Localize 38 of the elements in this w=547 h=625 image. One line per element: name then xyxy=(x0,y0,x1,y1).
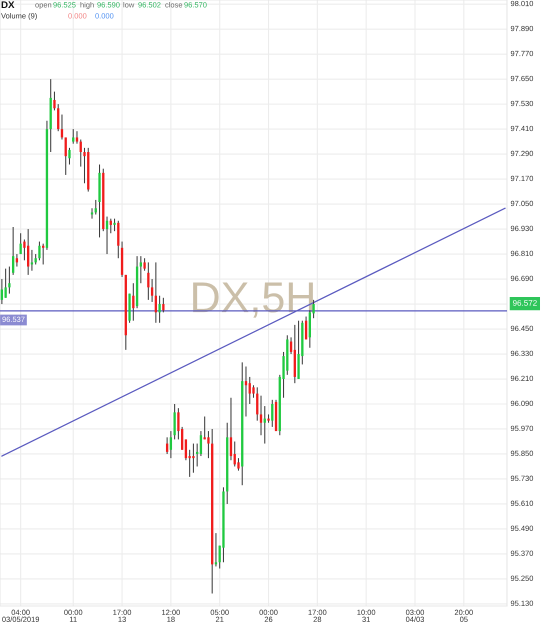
candlestick xyxy=(132,282,134,322)
candlestick xyxy=(248,376,251,405)
candlestick xyxy=(204,416,206,440)
chart-title: DX xyxy=(2,1,14,8)
candlestick xyxy=(154,262,158,324)
candlestick xyxy=(110,218,112,234)
candlestick xyxy=(256,386,258,422)
candlestick xyxy=(57,104,60,132)
candlestick xyxy=(80,139,82,168)
candlestick xyxy=(94,199,97,216)
candlestick xyxy=(158,295,161,324)
candlestick xyxy=(19,232,22,255)
candlestick xyxy=(34,254,37,265)
candlestick xyxy=(271,399,274,428)
annotation: 96.572 xyxy=(512,300,537,306)
candlestick xyxy=(0,278,4,305)
candlestick xyxy=(264,406,266,444)
candlestick xyxy=(166,436,168,454)
candlestick xyxy=(140,256,142,284)
candlestick xyxy=(27,228,30,276)
candlestick xyxy=(8,266,11,294)
candlestick xyxy=(147,262,150,300)
candlestick xyxy=(4,268,7,298)
candlestick xyxy=(117,220,120,259)
candlestick xyxy=(162,297,165,313)
candlestick xyxy=(64,136,67,176)
candlestick xyxy=(150,278,154,302)
candlestick xyxy=(16,254,18,268)
candlestick xyxy=(244,366,248,418)
annotation: DX,5H xyxy=(193,282,313,318)
candlestick xyxy=(234,440,236,467)
candlestick xyxy=(12,226,14,276)
candlestick xyxy=(72,128,74,144)
candlestick xyxy=(170,430,172,459)
candlestick xyxy=(143,258,146,272)
candlestick xyxy=(42,243,44,265)
candlestick xyxy=(192,443,195,474)
candlestick xyxy=(173,403,176,440)
